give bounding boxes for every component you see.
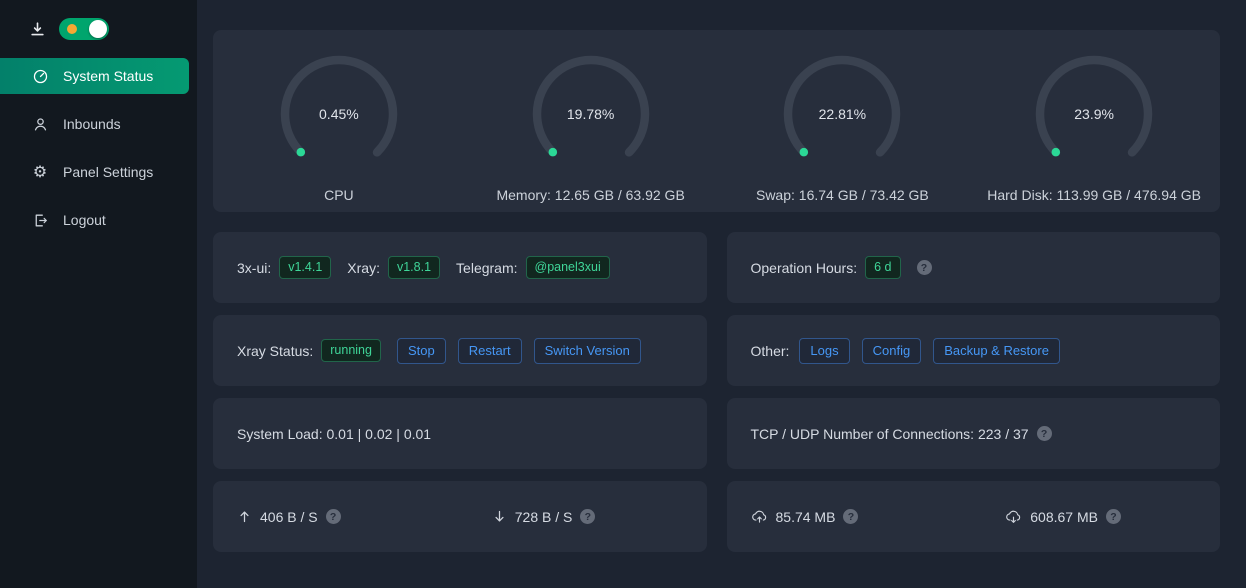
sidebar: System Status Inbounds ⚙ Panel Settings … bbox=[0, 0, 197, 588]
uptime-label: Operation Hours: bbox=[750, 259, 858, 276]
gauge-hard-disk: 23.9% Hard Disk: 113.99 GB / 476.94 GB bbox=[968, 54, 1220, 212]
gauge-chart bbox=[532, 55, 649, 173]
uptime-tag: 6 d bbox=[865, 256, 901, 279]
total-received-value: 608.67 MB bbox=[1030, 508, 1098, 525]
uptime-card: Operation Hours: 6 d ? bbox=[726, 232, 1220, 303]
question-circle-icon[interactable]: ? bbox=[843, 509, 859, 524]
arrow-up-icon bbox=[237, 509, 252, 524]
cloud-download-icon bbox=[1005, 508, 1022, 525]
config-button[interactable]: Config bbox=[861, 337, 922, 364]
logout-icon bbox=[31, 212, 49, 229]
gauge-value: 19.78% bbox=[566, 106, 615, 122]
upload-speed-value: 406 B / S bbox=[260, 508, 318, 525]
gauge-label: Memory: 12.65 GB / 63.92 GB bbox=[496, 187, 685, 203]
xray-version-label: Xray: bbox=[347, 259, 380, 276]
toggle-knob bbox=[89, 20, 107, 38]
gauge-cpu: 0.45% CPU bbox=[213, 54, 465, 212]
restart-button[interactable]: Restart bbox=[457, 337, 522, 364]
gauge-label: CPU bbox=[324, 187, 354, 203]
other-actions-card: Other: Logs Config Backup & Restore bbox=[726, 315, 1220, 386]
theme-toggle-switch[interactable] bbox=[59, 18, 109, 40]
sidebar-item-label: System Status bbox=[63, 68, 154, 84]
connections-card: TCP / UDP Number of Connections: 223 / 3… bbox=[726, 398, 1220, 469]
sidebar-item-logout[interactable]: Logout bbox=[0, 202, 189, 238]
versions-card: 3x-ui: v1.4.1 Xray: v1.8.1 Telegram: @pa… bbox=[213, 232, 707, 303]
total-sent-value: 85.74 MB bbox=[775, 508, 836, 525]
gauge-value: 22.81% bbox=[818, 106, 867, 122]
download-speed-value: 728 B / S bbox=[514, 508, 573, 525]
xray-version-tag: v1.8.1 bbox=[387, 256, 441, 279]
system-load-text: System Load: 0.01 | 0.02 | 0.01 bbox=[237, 425, 432, 442]
main-content: 0.45% CPU 19.78% Memory: 12.65 GB / 63.9… bbox=[197, 0, 1246, 588]
gauge-chart bbox=[280, 55, 398, 173]
logs-button[interactable]: Logs bbox=[799, 337, 850, 364]
sidebar-header bbox=[0, 14, 197, 44]
xray-status-card: Xray Status: running Stop Restart Switch… bbox=[213, 315, 707, 386]
switch-version-button[interactable]: Switch Version bbox=[533, 337, 641, 364]
sidebar-item-label: Logout bbox=[63, 212, 106, 228]
arrow-down-icon bbox=[492, 509, 507, 524]
xui-version-tag: v1.4.1 bbox=[279, 256, 332, 279]
sidebar-item-panel-settings[interactable]: ⚙ Panel Settings bbox=[0, 154, 189, 190]
gear-icon: ⚙ bbox=[32, 162, 48, 181]
connections-text: TCP / UDP Number of Connections: 223 / 3… bbox=[750, 425, 1029, 442]
sidebar-item-label: Panel Settings bbox=[63, 164, 154, 180]
gauge-swap: 22.81% Swap: 16.74 GB / 73.42 GB bbox=[717, 54, 969, 212]
telegram-label: Telegram: bbox=[456, 259, 518, 276]
sun-dot-icon bbox=[67, 24, 77, 34]
system-load-card: System Load: 0.01 | 0.02 | 0.01 bbox=[213, 398, 707, 469]
gauge-value: 23.9% bbox=[1074, 106, 1114, 122]
other-label: Other: bbox=[750, 342, 790, 359]
sidebar-menu: System Status Inbounds ⚙ Panel Settings … bbox=[0, 58, 197, 250]
gauge-label: Swap: 16.74 GB / 73.42 GB bbox=[755, 187, 929, 203]
gauge-chart bbox=[784, 55, 901, 173]
total-received: 608.67 MB ? bbox=[981, 508, 1220, 525]
download-tray-icon bbox=[29, 21, 46, 38]
xray-status-tag: running bbox=[321, 339, 381, 362]
total-sent: 85.74 MB ? bbox=[727, 508, 966, 525]
cloud-upload-icon bbox=[751, 508, 768, 525]
totals-card: 85.74 MB ? 608.67 MB ? bbox=[726, 481, 1220, 552]
download-speed: 728 B / S ? bbox=[468, 509, 707, 525]
sidebar-item-inbounds[interactable]: Inbounds bbox=[0, 106, 189, 142]
stop-button[interactable]: Stop bbox=[396, 337, 446, 364]
question-circle-icon[interactable]: ? bbox=[1105, 509, 1121, 524]
upload-speed: 406 B / S ? bbox=[213, 509, 452, 525]
question-circle-icon[interactable]: ? bbox=[916, 260, 932, 275]
sidebar-item-label: Inbounds bbox=[63, 116, 121, 132]
dashboard-icon bbox=[31, 68, 49, 85]
gauge-memory: 19.78% Memory: 12.65 GB / 63.92 GB bbox=[465, 54, 717, 212]
backup-restore-button[interactable]: Backup & Restore bbox=[933, 337, 1060, 364]
speed-card: 406 B / S ? 728 B / S ? bbox=[213, 481, 707, 552]
telegram-tag[interactable]: @panel3xui bbox=[525, 256, 610, 279]
sidebar-item-system-status[interactable]: System Status bbox=[0, 58, 189, 94]
gauge-value: 0.45% bbox=[319, 106, 359, 122]
question-circle-icon[interactable]: ? bbox=[580, 509, 596, 524]
gauge-label: Hard Disk: 113.99 GB / 476.94 GB bbox=[987, 187, 1201, 203]
gauge-chart bbox=[1035, 55, 1153, 173]
xray-status-label: Xray Status: bbox=[237, 342, 314, 359]
xui-version-label: 3x-ui: bbox=[237, 259, 272, 276]
system-status-card: 0.45% CPU 19.78% Memory: 12.65 GB / 63.9… bbox=[213, 30, 1220, 212]
user-icon bbox=[31, 116, 49, 133]
question-circle-icon[interactable]: ? bbox=[325, 509, 341, 524]
question-circle-icon[interactable]: ? bbox=[1036, 426, 1052, 441]
